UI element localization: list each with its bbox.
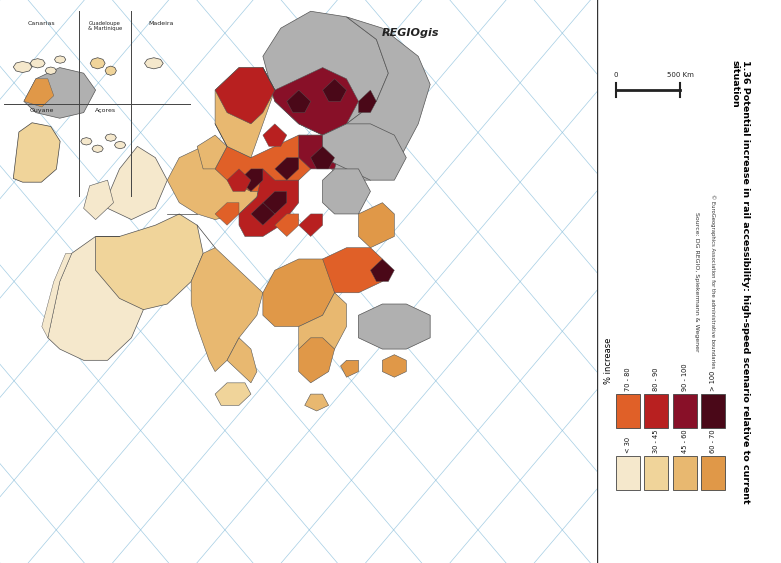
Polygon shape	[305, 394, 329, 411]
Polygon shape	[215, 203, 239, 225]
Polygon shape	[45, 67, 56, 74]
Polygon shape	[42, 253, 72, 338]
Polygon shape	[115, 141, 126, 149]
Polygon shape	[275, 214, 298, 236]
Polygon shape	[263, 124, 287, 146]
Text: 30 - 45: 30 - 45	[653, 430, 659, 453]
Polygon shape	[358, 90, 376, 113]
Polygon shape	[323, 79, 347, 101]
Polygon shape	[383, 355, 406, 377]
Polygon shape	[95, 214, 203, 310]
Polygon shape	[55, 56, 66, 63]
Polygon shape	[30, 59, 45, 68]
Text: 1.36 Potential increase in rail accessibility: high-speed scenario relative to c: 1.36 Potential increase in rail accessib…	[731, 60, 751, 503]
Text: 70 - 80: 70 - 80	[625, 368, 631, 391]
Bar	[644, 456, 668, 490]
Polygon shape	[263, 11, 388, 135]
Polygon shape	[227, 338, 257, 383]
Text: 60 - 70: 60 - 70	[710, 430, 716, 453]
Bar	[672, 456, 697, 490]
Polygon shape	[341, 360, 358, 377]
Polygon shape	[167, 146, 263, 220]
Polygon shape	[24, 68, 95, 118]
Text: > 100: > 100	[710, 371, 716, 391]
Polygon shape	[215, 68, 275, 124]
Polygon shape	[90, 57, 105, 69]
Polygon shape	[24, 79, 54, 107]
Polygon shape	[215, 68, 275, 158]
Bar	[672, 394, 697, 428]
Polygon shape	[80, 137, 92, 145]
Polygon shape	[323, 124, 406, 180]
Text: % increase: % increase	[604, 337, 613, 383]
Polygon shape	[215, 135, 323, 191]
Polygon shape	[108, 146, 167, 220]
Polygon shape	[227, 169, 251, 191]
Polygon shape	[323, 169, 370, 214]
Polygon shape	[105, 134, 116, 141]
Text: 500 Km: 500 Km	[667, 72, 694, 78]
Text: 45 - 60: 45 - 60	[682, 430, 687, 453]
Text: Guadeloupe
& Martinique: Guadeloupe & Martinique	[88, 20, 123, 32]
Polygon shape	[144, 57, 163, 69]
Polygon shape	[105, 66, 116, 75]
Polygon shape	[263, 191, 287, 214]
Text: 0: 0	[614, 72, 618, 78]
Polygon shape	[298, 135, 341, 169]
Polygon shape	[298, 214, 323, 236]
Bar	[616, 456, 640, 490]
Polygon shape	[287, 90, 311, 113]
Bar	[616, 394, 640, 428]
Polygon shape	[298, 293, 347, 360]
Polygon shape	[263, 68, 358, 135]
Polygon shape	[298, 338, 334, 383]
Text: Madeira: Madeira	[148, 20, 174, 25]
Text: 80 - 90: 80 - 90	[653, 368, 659, 391]
Polygon shape	[263, 259, 334, 327]
Polygon shape	[239, 169, 263, 191]
Polygon shape	[370, 259, 394, 282]
Polygon shape	[13, 123, 60, 182]
Polygon shape	[197, 135, 227, 169]
Polygon shape	[84, 180, 113, 220]
Text: © EuroGeographics Association for the administrative boundaries: © EuroGeographics Association for the ad…	[710, 194, 716, 369]
Polygon shape	[323, 248, 383, 293]
Polygon shape	[92, 145, 103, 153]
Polygon shape	[251, 203, 275, 225]
Polygon shape	[323, 17, 430, 180]
Text: REGIOgis: REGIOgis	[382, 28, 439, 38]
Polygon shape	[275, 158, 298, 180]
Text: Canarias: Canarias	[27, 20, 55, 25]
Polygon shape	[311, 146, 334, 169]
Polygon shape	[358, 304, 430, 349]
Text: < 30: < 30	[625, 437, 631, 453]
Text: Source: DG REGIO, Spiekermann & Wegener: Source: DG REGIO, Spiekermann & Wegener	[694, 212, 699, 351]
Text: Guyane: Guyane	[29, 108, 54, 113]
Bar	[644, 394, 668, 428]
Text: Açores: Açores	[95, 108, 116, 113]
Polygon shape	[13, 61, 32, 73]
Bar	[701, 456, 725, 490]
Polygon shape	[48, 236, 155, 360]
Text: 90 - 100: 90 - 100	[682, 364, 687, 391]
Polygon shape	[239, 169, 298, 236]
Polygon shape	[358, 203, 394, 248]
Polygon shape	[191, 248, 263, 372]
Polygon shape	[215, 383, 251, 405]
Bar	[701, 394, 725, 428]
